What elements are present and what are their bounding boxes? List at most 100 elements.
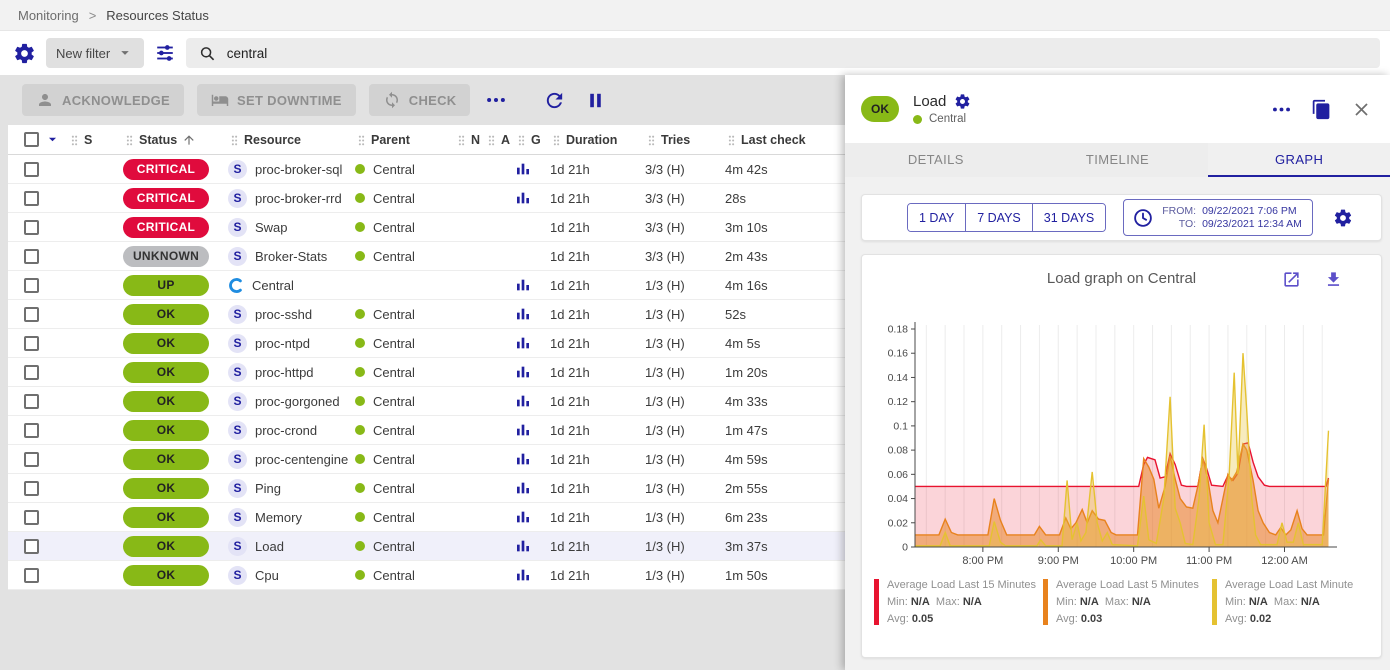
- new-filter-button[interactable]: New filter: [46, 38, 145, 68]
- table-row[interactable]: UNKNOWN S Broker-Stats Central 1d 21h 3/3 (H)…: [8, 242, 845, 271]
- row-checkbox[interactable]: [24, 538, 39, 554]
- panel-more-button[interactable]: [1271, 99, 1292, 120]
- gear-icon[interactable]: [954, 93, 971, 110]
- parent-name[interactable]: Central: [373, 451, 415, 467]
- drag-handle-icon[interactable]: [68, 132, 81, 147]
- row-checkbox[interactable]: [24, 277, 39, 293]
- resource-name[interactable]: Ping: [255, 480, 282, 496]
- open-in-new-button[interactable]: [1282, 270, 1301, 289]
- row-checkbox[interactable]: [24, 219, 39, 235]
- table-row[interactable]: OK S Memory Central 1d 21h 1/3 (H) 6m 23s: [8, 503, 845, 532]
- table-row[interactable]: CRITICAL S Swap Central 1d 21h 3/3 (H) 3m 10s: [8, 213, 845, 242]
- check-button[interactable]: CHECK: [368, 84, 471, 116]
- table-row[interactable]: OK S Cpu Central 1d 21h 1/3 (H) 1m 50s: [8, 561, 845, 590]
- column-header-a[interactable]: A: [485, 132, 515, 147]
- column-header-parent[interactable]: Parent: [355, 132, 455, 147]
- drag-handle-icon[interactable]: [485, 132, 498, 147]
- tab-details[interactable]: DETAILS: [907, 151, 964, 167]
- column-header-last-check[interactable]: Last check: [725, 132, 845, 147]
- search-box[interactable]: [186, 38, 1380, 68]
- resource-name[interactable]: proc-ntpd: [255, 335, 310, 351]
- resource-name[interactable]: proc-broker-sql: [255, 161, 343, 177]
- drag-handle-icon[interactable]: [645, 132, 658, 147]
- legend-item-0[interactable]: Average Load Last 15 Minutes Min: N/A Max…: [874, 577, 1043, 628]
- tab-graph[interactable]: GRAPH: [1208, 143, 1390, 177]
- range-1-day-button[interactable]: 1 DAY: [908, 204, 967, 231]
- row-checkbox[interactable]: [24, 509, 39, 525]
- breadcrumb-monitoring[interactable]: Monitoring: [18, 7, 79, 23]
- resource-name[interactable]: proc-centengine: [255, 451, 349, 467]
- resource-name[interactable]: proc-httpd: [255, 364, 314, 380]
- parent-name[interactable]: Central: [373, 509, 415, 525]
- graph-icon[interactable]: [515, 161, 531, 178]
- set-downtime-button[interactable]: SET DOWNTIME: [197, 84, 356, 116]
- pause-button[interactable]: [584, 89, 607, 112]
- export-graph-button[interactable]: [1324, 270, 1343, 289]
- load-graph[interactable]: 0 0.02 0.04 0.06 0.08 0.1 0.12 0.14 0.16 0.18 8:00…: [869, 315, 1374, 573]
- graph-icon[interactable]: [515, 364, 531, 381]
- graph-icon[interactable]: [515, 509, 531, 526]
- drag-handle-icon[interactable]: [228, 132, 241, 147]
- drag-handle-icon[interactable]: [455, 132, 468, 147]
- parent-name[interactable]: Central: [373, 422, 415, 438]
- column-header-s[interactable]: S: [68, 132, 123, 147]
- parent-name[interactable]: Central: [373, 335, 415, 351]
- column-header-n[interactable]: N: [455, 132, 485, 147]
- resource-name[interactable]: proc-gorgoned: [255, 393, 340, 409]
- drag-handle-icon[interactable]: [515, 132, 528, 147]
- panel-close-button[interactable]: [1351, 99, 1372, 120]
- custom-time-period-button[interactable]: FROM: 09/22/2021 7:06 PM TO: 09/23/2021 …: [1123, 199, 1313, 236]
- column-header-status[interactable]: Status: [123, 132, 228, 148]
- copy-link-button[interactable]: [1311, 99, 1332, 120]
- graph-icon[interactable]: [515, 335, 531, 352]
- row-checkbox[interactable]: [24, 422, 39, 438]
- acknowledge-button[interactable]: ACKNOWLEDGE: [22, 84, 185, 116]
- row-checkbox[interactable]: [24, 480, 39, 496]
- table-row[interactable]: UP Central 1d 21h 1/3 (H) 4m 16s: [8, 271, 845, 300]
- search-input[interactable]: [226, 45, 1368, 61]
- column-header-resource[interactable]: Resource: [228, 132, 355, 147]
- resource-name[interactable]: Central: [252, 277, 294, 293]
- range-31-days-button[interactable]: 31 DAYS: [1032, 204, 1106, 231]
- range-7-days-button[interactable]: 7 DAYS: [966, 204, 1033, 231]
- drag-handle-icon[interactable]: [355, 132, 368, 147]
- row-checkbox[interactable]: [24, 306, 39, 322]
- drag-handle-icon[interactable]: [123, 132, 136, 147]
- select-mode-caret[interactable]: [44, 131, 61, 148]
- column-header-g[interactable]: G: [515, 132, 550, 147]
- graph-icon[interactable]: [515, 277, 531, 294]
- column-header-duration[interactable]: Duration: [550, 132, 645, 147]
- drag-handle-icon[interactable]: [725, 132, 738, 147]
- resource-name[interactable]: Broker-Stats: [255, 248, 328, 264]
- row-checkbox[interactable]: [24, 364, 39, 380]
- graph-icon[interactable]: [515, 422, 531, 439]
- refresh-button[interactable]: [543, 89, 566, 112]
- drag-handle-icon[interactable]: [550, 132, 563, 147]
- row-checkbox[interactable]: [24, 335, 39, 351]
- parent-name[interactable]: Central: [373, 219, 415, 235]
- filter-settings-button[interactable]: [12, 41, 36, 65]
- graph-settings-button[interactable]: [1333, 208, 1353, 228]
- legend-item-1[interactable]: Average Load Last 5 Minutes Min: N/A Max:…: [1043, 577, 1212, 628]
- parent-name[interactable]: Central: [373, 364, 415, 380]
- row-checkbox[interactable]: [24, 567, 39, 583]
- parent-name[interactable]: Central: [373, 306, 415, 322]
- parent-name[interactable]: Central: [373, 248, 415, 264]
- sort-ascending-icon[interactable]: [182, 132, 196, 148]
- graph-icon[interactable]: [515, 480, 531, 497]
- tab-timeline[interactable]: TIMELINE: [1085, 151, 1150, 167]
- parent-name[interactable]: Central: [373, 567, 415, 583]
- graph-icon[interactable]: [515, 451, 531, 468]
- more-actions-button[interactable]: [485, 89, 507, 111]
- filter-tune-button[interactable]: [154, 42, 176, 64]
- parent-name[interactable]: Central: [373, 393, 415, 409]
- legend-item-2[interactable]: Average Load Last Minute Min: N/A Max: N/…: [1212, 577, 1381, 628]
- resource-name[interactable]: Memory: [255, 509, 302, 525]
